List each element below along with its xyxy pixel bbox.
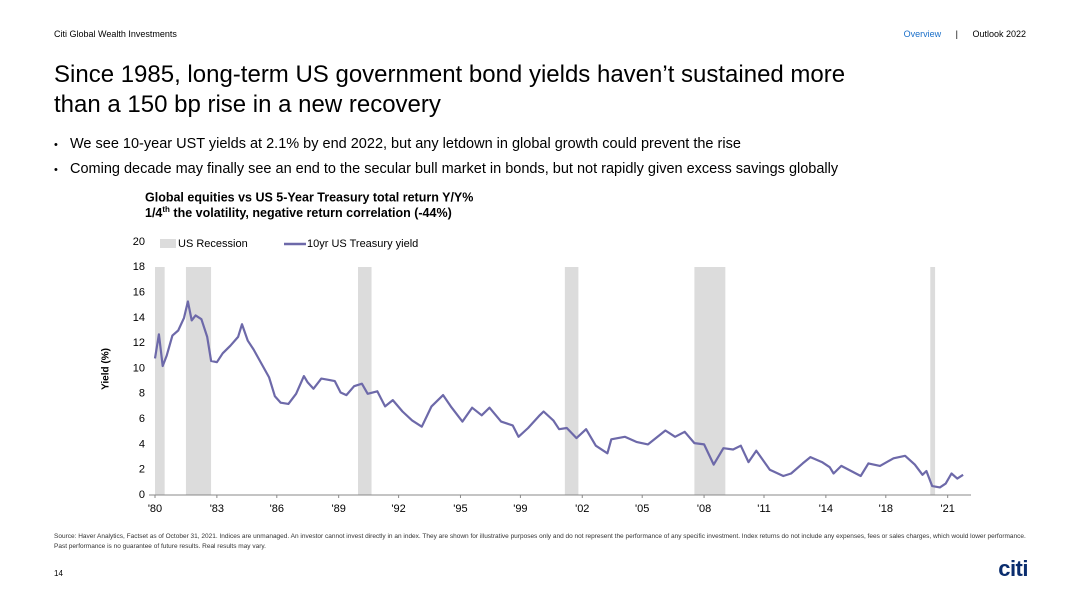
x-tick-label: '08 [697, 503, 711, 515]
y-tick-label: 16 [133, 287, 145, 299]
nav: Overview | Outlook 2022 [892, 29, 1026, 39]
x-tick-label: '14 [819, 503, 833, 515]
chart-title: Global equities vs US 5-Year Treasury to… [145, 190, 473, 204]
y-tick-label: 12 [133, 337, 145, 349]
x-tick-label: '80 [148, 503, 162, 515]
subtitle-part: the volatility, negative return correlat… [170, 206, 452, 220]
y-tick-label: 8 [139, 388, 145, 400]
title-line: Since 1985, long-term US government bond… [54, 61, 846, 88]
nav-link[interactable]: Overview [903, 29, 942, 39]
y-tick-label: 0 [139, 489, 145, 501]
slide-title: Since 1985, long-term US government bond… [54, 60, 845, 120]
x-tick-label: '21 [940, 503, 954, 515]
x-tick-label: '95 [453, 503, 467, 515]
chart-subtitle: 1/4th the volatility, negative return co… [145, 205, 452, 220]
y-tick-label: 10 [133, 362, 145, 374]
x-tick-label: '05 [635, 503, 649, 515]
legend-label: US Recession [178, 238, 248, 250]
y-tick-label: 2 [139, 464, 145, 476]
subtitle-sup: th [162, 205, 170, 214]
logo: citi [998, 556, 1028, 581]
recession-band [564, 267, 579, 495]
x-tick-label: '18 [879, 503, 893, 515]
nav-link[interactable]: Outlook 2022 [972, 29, 1026, 39]
bullet: Coming decade may finally see an end to … [54, 157, 838, 182]
x-tick-label: '11 [757, 503, 771, 515]
recession-band [155, 267, 165, 495]
bullet: We see 10-year UST yields at 2.1% by end… [54, 132, 838, 157]
chart: Global equities vs US 5-Year Treasury to… [101, 190, 971, 515]
x-tick-label: '89 [331, 503, 345, 515]
bullets: We see 10-year UST yields at 2.1% by end… [54, 132, 838, 182]
recession-band [358, 267, 372, 495]
title-line: than a 150 bp rise in a new recovery [54, 91, 441, 118]
subtitle-part: 1/4 [145, 206, 162, 220]
y-tick-label: 6 [139, 413, 145, 425]
y-tick-label: 4 [139, 438, 145, 450]
x-tick-label: '02 [575, 503, 589, 515]
nav-separator: | [955, 29, 958, 39]
x-tick-label: '86 [270, 503, 284, 515]
x-tick-label: '99 [513, 503, 527, 515]
page-number: 14 [54, 569, 63, 578]
recession-band [930, 267, 936, 495]
x-tick-label: '92 [391, 503, 405, 515]
footnote: Source: Haver Analytics, Factset as of O… [54, 533, 1026, 550]
y-tick-label: 14 [133, 312, 145, 324]
x-tick-label: '83 [210, 503, 224, 515]
recession-band [694, 267, 726, 495]
recession-band [185, 267, 212, 495]
brand: Citi Global Wealth Investments [54, 29, 177, 39]
y-axis-label: Yield (%) [101, 348, 112, 390]
y-tick-label: 20 [133, 236, 145, 248]
legend-label: 10yr US Treasury yield [307, 238, 418, 250]
series-line [153, 300, 964, 489]
y-tick-label: 18 [133, 261, 145, 273]
legend-swatch [160, 239, 176, 248]
